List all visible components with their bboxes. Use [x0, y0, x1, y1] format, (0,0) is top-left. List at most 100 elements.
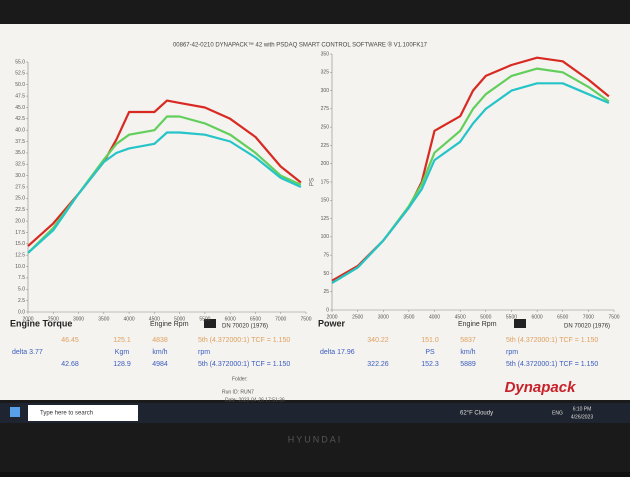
y-tick-label: 0 — [326, 307, 329, 313]
y-tick-label: 25 — [323, 289, 329, 295]
y-tick-label: 27.5 — [15, 184, 25, 190]
taskbar — [0, 403, 630, 423]
clock-time: 6:10 PM — [573, 406, 592, 412]
readout-value: 4838 — [152, 337, 168, 344]
x-tick-label: 3500 — [403, 314, 414, 320]
y-tick-label: 20.0 — [15, 218, 25, 224]
readout-value: 128.9 — [113, 361, 131, 368]
readout-value: 5889 — [460, 361, 476, 368]
x-tick-label: 3500 — [98, 316, 109, 322]
y-tick-label: 37.5 — [15, 139, 25, 145]
footer-date: Date: 2023-04-26 17:51:36 — [225, 397, 285, 403]
y-tick-label: 22.5 — [15, 207, 25, 213]
readout-value: 340.22 — [367, 337, 389, 344]
x-tick-label: 7500 — [608, 314, 619, 320]
x-tick-label: 4500 — [455, 314, 466, 320]
dropdown[interactable] — [514, 319, 526, 328]
readout-value: 152.3 — [421, 361, 439, 368]
search-box[interactable] — [28, 405, 138, 421]
y-tick-label: 100 — [321, 234, 330, 240]
x-tick-label: 5500 — [199, 316, 210, 322]
readout-value: 322.26 — [367, 361, 389, 368]
x-tick-label: 5500 — [506, 314, 517, 320]
y-tick-label: 300 — [321, 88, 330, 94]
x-tick-label: 6000 — [225, 316, 236, 322]
readout-value: 5837 — [460, 337, 476, 344]
monitor-brand: HYUNDAI — [288, 434, 343, 444]
y-tick-label: 7.5 — [18, 275, 25, 281]
y-tick-label: 275 — [321, 106, 330, 112]
y-tick-label: 52.5 — [15, 71, 25, 77]
y-tick-label: 150 — [321, 198, 330, 204]
x-tick-label: 2500 — [352, 314, 363, 320]
readouts: Engine Torque Engine Rpm DN 70020 (1976)… — [10, 318, 610, 329]
readout-value: 5th (4.372000:1) TCF = 1.150 — [506, 361, 598, 368]
y-tick-label: 225 — [321, 143, 330, 149]
x-tick-label: 7000 — [583, 314, 594, 320]
readout-value: delta 17.96 — [320, 349, 355, 356]
x-tick-label: 4500 — [149, 316, 160, 322]
y-tick-label: 200 — [321, 161, 330, 167]
y-tick-label: 45.0 — [15, 105, 25, 111]
window-title: 00867-42-0210 DYNAPACK™ 42 with PSDAQ SM… — [173, 42, 428, 49]
y-tick-label: 0.0 — [18, 309, 25, 315]
y-tick-label: 75 — [323, 252, 329, 258]
x-tick-label: 6000 — [532, 314, 543, 320]
dyno-id: DN 70020 (1976) — [564, 324, 610, 330]
dropdown[interactable] — [204, 319, 216, 328]
x-tick-label: 5000 — [480, 314, 491, 320]
logo: Dynapack — [505, 379, 577, 396]
series-line — [27, 131, 302, 254]
y-tick-label: 125 — [321, 216, 330, 222]
readout-value: rpm — [198, 349, 210, 356]
y-tick-label: 12.5 — [15, 253, 25, 259]
panel-name: Engine Torque — [10, 318, 72, 328]
readout-value: 125.1 — [113, 337, 131, 344]
y-tick-label: 50 — [323, 271, 329, 277]
readout-value: rpm — [506, 349, 518, 356]
readout-value: km/h — [460, 349, 475, 356]
y-tick-label: 47.5 — [15, 93, 25, 99]
x-tick-label: 5000 — [174, 316, 185, 322]
y-tick-label: 250 — [321, 124, 330, 130]
readout-value: 151.0 — [421, 337, 439, 344]
x-tick-label: 2000 — [326, 314, 337, 320]
readout-value: 5th (4.372000:1) TCF = 1.150 — [198, 337, 290, 344]
x-tick-label: 7500 — [300, 316, 311, 322]
x-tick-label: 6500 — [250, 316, 261, 322]
x-tick-label: 3000 — [378, 314, 389, 320]
y-tick-label: 35.0 — [15, 150, 25, 156]
readout-value: delta 3.77 — [12, 349, 43, 356]
panel-name: Power — [318, 318, 346, 328]
clock-date: 4/26/2023 — [571, 414, 593, 420]
series-line — [331, 82, 610, 284]
y-tick-label: 2.5 — [18, 298, 25, 304]
footer-run: Run ID: RUN7 — [222, 389, 254, 395]
search-placeholder: Type here to search — [40, 411, 93, 417]
y-tick-label: 30.0 — [15, 173, 25, 179]
readout-value: 4984 — [152, 361, 168, 368]
y-tick-label: 175 — [321, 179, 330, 185]
readout-value: 46.45 — [61, 337, 79, 344]
readout-value: 42.68 — [61, 361, 79, 368]
y-tick-label: 350 — [321, 51, 330, 57]
y-tick-label: 10.0 — [15, 264, 25, 270]
start-button[interactable] — [10, 407, 20, 417]
x-tick-label: 6500 — [557, 314, 568, 320]
y-tick-label: 17.5 — [15, 230, 25, 236]
readout-value: PS — [425, 349, 435, 356]
panel-axis: Engine Rpm — [150, 321, 189, 328]
y-axis-label: PS — [310, 178, 316, 186]
readout-value: km/h — [152, 349, 167, 356]
x-tick-label: 3000 — [73, 316, 84, 322]
y-tick-label: 42.5 — [15, 116, 25, 122]
y-tick-label: 40.0 — [15, 128, 25, 134]
y-tick-label: 55.0 — [15, 59, 25, 65]
x-tick-label: 4000 — [429, 314, 440, 320]
y-tick-label: 15.0 — [15, 241, 25, 247]
footer-folder: Folder: — [232, 376, 248, 382]
language: ENG — [552, 410, 563, 416]
readout-value: 5th (4.372000:1) TCF = 1.150 — [506, 337, 598, 344]
x-tick-label: 2500 — [48, 316, 59, 322]
